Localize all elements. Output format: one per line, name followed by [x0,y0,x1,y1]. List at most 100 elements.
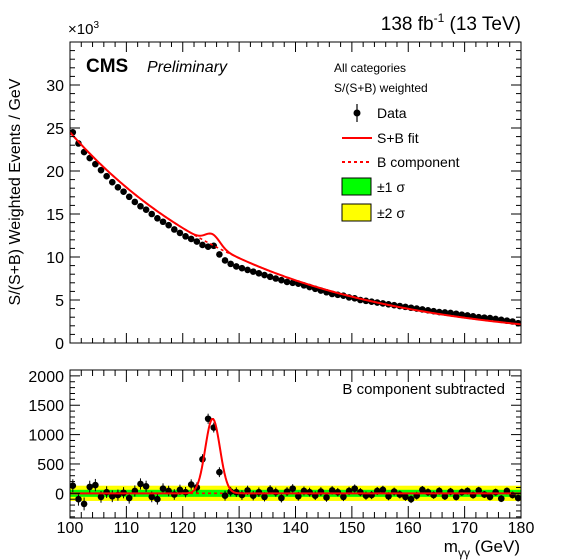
data-point [255,270,263,277]
main-panel: 0 5 10 15 20 25 30 S/(S+B) Weighted Events / G… [7,41,522,353]
data-point [238,264,246,272]
residual-point [379,486,387,494]
data-point [244,266,251,274]
data-point [148,210,156,218]
data-point [114,184,122,191]
residual-point [97,493,105,501]
residual-point [125,494,133,502]
residual-point [69,482,77,489]
residual-point [475,487,483,494]
data-point [125,193,133,201]
legend-1sigma-label: ±1 σ [377,179,405,195]
data-point [193,238,201,245]
data-point [210,242,218,250]
residual-point [221,492,229,499]
residual-point [148,493,156,501]
residual-point [244,487,251,494]
y-axis-label: S/(S+B) Weighted Events / GeV [7,78,24,305]
residual-point [323,494,330,501]
data-point [272,275,280,282]
data-point [159,218,167,226]
residual-point [261,493,268,501]
x-tick-label: 130 [226,520,253,537]
info-line-categories: All categories [334,61,406,75]
residual-point [486,493,494,501]
data-point [283,278,291,286]
data-point [266,273,274,281]
residual-point [407,495,415,503]
data-point [165,221,172,229]
x-tick-label: 110 [114,520,140,537]
x-tick-labels: 100 110 120 130 140 150 160 170 180 [57,520,535,537]
x-tick-label: 160 [395,520,422,537]
data-point [92,160,99,168]
header: ×103 138 fb-1 (13 TeV) [68,11,521,38]
residual-point [266,486,274,494]
main-panel-y-tick-labels: 0 5 10 15 20 25 30 [46,78,64,353]
x-axis-label: mγγ (GeV) [444,537,520,560]
data-point [233,263,240,270]
residual-point [340,493,347,501]
legend-b-component-label: B component [377,154,460,170]
residual-point [92,481,99,489]
residual-point [306,488,313,496]
sb-fit-line [69,131,522,326]
preliminary-label: Preliminary [147,59,228,76]
data-point [249,268,257,275]
info-line-weighting: S/(S+B) weighted [334,81,428,95]
residual-point [272,488,280,496]
residual-point [396,491,404,498]
residual-point [86,483,94,491]
x-tick-label: 140 [282,520,309,537]
y-tick-label: 0 [55,336,64,353]
residual-point [227,488,234,495]
residual-point [216,468,223,476]
residual-point [441,492,449,500]
data-point [170,226,178,233]
x-tick-label: 120 [169,520,196,537]
residual-point [159,485,167,492]
x-tick-label: 100 [57,520,84,537]
cms-label: CMS [86,56,128,77]
residual-point [514,494,522,502]
residual-point [357,488,364,496]
residual-y-tick-label: 2000 [28,369,64,386]
residual-point [481,491,488,498]
main-panel-ticks [69,41,522,344]
residual-point [295,492,302,500]
residual-point [424,488,432,496]
residual-point [103,488,110,496]
residual-point [492,488,499,496]
data-point [289,279,296,287]
luminosity-label: 138 fb-1 (13 TeV) [381,11,521,35]
legend-data-marker [353,109,361,117]
residual-point [351,485,358,492]
residual-y-tick-label: 1000 [28,428,64,445]
main-panel-frame [69,41,522,344]
data-point [142,206,150,213]
residual-panel-ticks [69,370,522,518]
residual-point [137,480,144,488]
data-point [278,276,285,284]
residual-point [75,495,82,503]
residual-point [154,495,161,503]
residual-y-tick-label: 1500 [28,398,64,415]
legend-2sigma-swatch [341,203,372,222]
residual-annotation: B component subtracted [342,381,505,398]
data-point [221,257,229,264]
data-point [227,260,234,268]
residual-point [278,494,285,502]
residual-y-tick-label: 0 [55,486,64,503]
residual-point [204,415,212,423]
residual-point [176,486,184,494]
residual-point [170,491,178,498]
residual-point [80,500,88,508]
legend-2sigma-label: ±2 σ [377,205,405,221]
data-point [176,229,184,237]
residual-point [255,488,263,496]
y-tick-label: 15 [46,207,64,224]
legend: Data S+B fit B component ±1 σ ±2 σ [341,104,460,222]
data-point [108,178,116,186]
y-tick-label: 30 [46,78,64,95]
x-tick-label: 170 [451,520,478,537]
